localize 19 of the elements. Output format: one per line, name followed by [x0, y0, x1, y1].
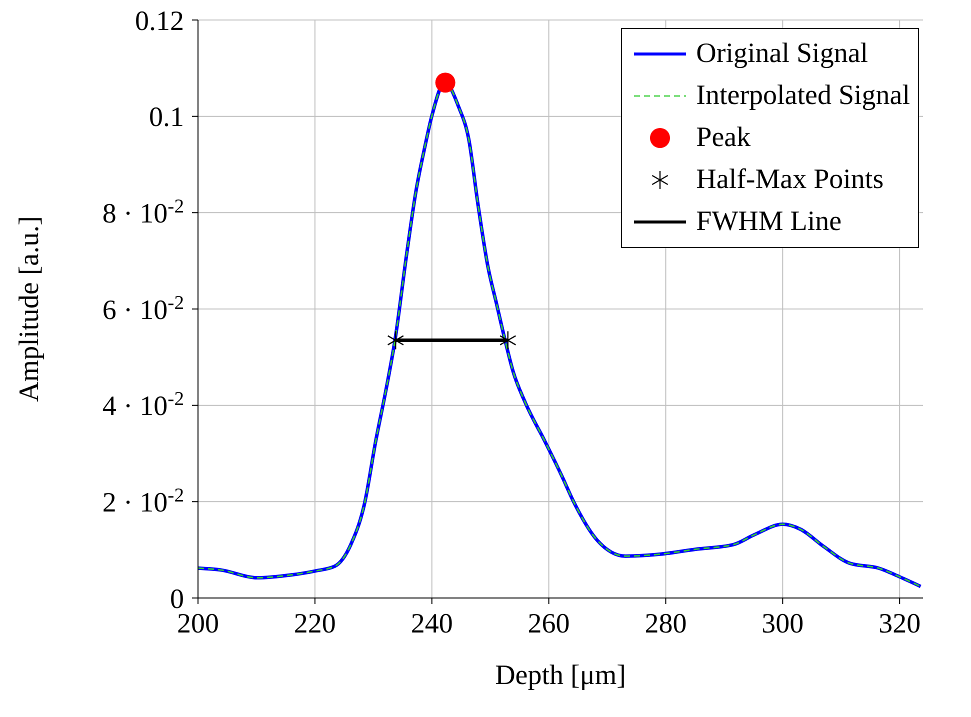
x-tick-label: 240 [410, 608, 453, 640]
x-tick-label: 220 [294, 608, 336, 640]
x-tick-label: 320 [878, 608, 921, 640]
x-tick-label: 260 [528, 608, 570, 640]
legend-label: Half-Max Points [696, 163, 884, 197]
y-tick-label: 4 · 10$^{-2}$ [102, 388, 184, 422]
y-axis-title: Amplitude [a.u.] [14, 216, 45, 402]
y-tick-label: 6 · 10$^{-2}$ [102, 292, 184, 326]
legend-label: Interpolated Signal [696, 79, 910, 113]
x-axis-title: Depth [μm] [495, 660, 626, 691]
legend-label: Peak [696, 121, 751, 155]
x-tick-label: 280 [644, 608, 687, 640]
legend-label: FWHM Line [696, 205, 842, 239]
legend-label: Original Signal [696, 37, 868, 71]
y-tick-label: 2 · 10$^{-2}$ [102, 484, 184, 518]
x-tick-label: 300 [762, 608, 804, 640]
y-tick-label: 8 · 10$^{-2}$ [102, 196, 184, 230]
y-tick-label: 0.1 [149, 102, 184, 134]
y-tick-label: 0.12 [135, 6, 184, 37]
